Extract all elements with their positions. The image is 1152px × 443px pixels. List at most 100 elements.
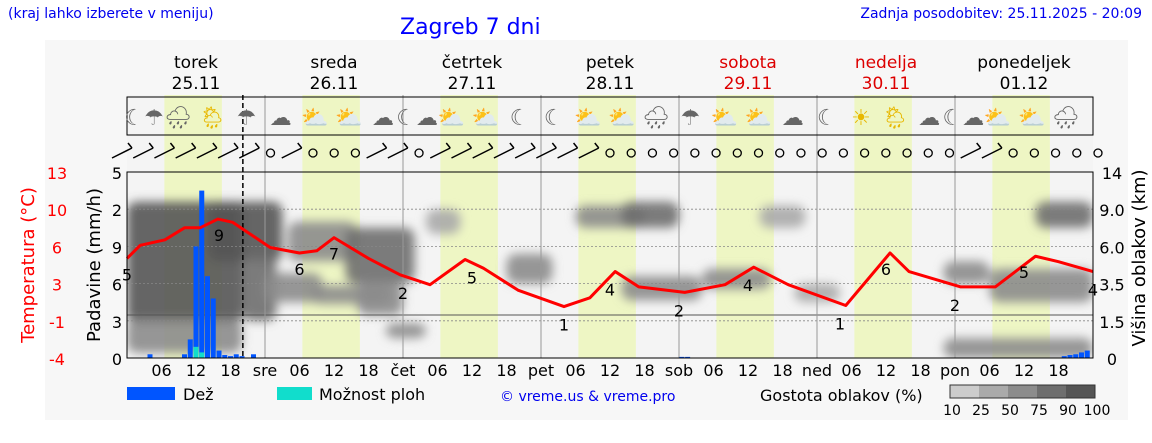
rain-bar xyxy=(199,190,205,358)
rain-bar xyxy=(228,356,233,358)
wind-barb-icon xyxy=(578,142,600,159)
location-hint: (kraj lahko izberete v meniju) xyxy=(8,6,214,22)
hour-tick: 18 xyxy=(772,361,792,380)
cloud-rain-icon: 🌧 xyxy=(1052,106,1080,131)
wind-barb-icon xyxy=(514,142,536,159)
hour-tick: 06 xyxy=(289,361,309,380)
rain-legend-swatch xyxy=(127,387,175,400)
moon-cloud-icon: ☾☁ xyxy=(396,106,438,131)
temperature-label: 5 xyxy=(467,269,477,288)
day-name: ponedeljek xyxy=(977,53,1071,73)
possible-legend-label: Možnost ploh xyxy=(319,385,425,404)
wind-calm-icon xyxy=(732,148,742,158)
cloud-density-legend-label: Gostota oblakov (%) xyxy=(760,386,923,405)
wind-barb-icon xyxy=(154,142,176,159)
credit-link[interactable]: © vreme.us & vreme.pro xyxy=(500,389,675,405)
hour-tick: 12 xyxy=(324,361,344,380)
moon-cloud-icon: ☾☁ xyxy=(943,106,985,131)
sun-cloud-icon: ⛅ xyxy=(335,106,362,131)
wind-calm-icon xyxy=(711,148,721,158)
hour-tick: 06 xyxy=(151,361,171,380)
temperature-label: 6 xyxy=(294,260,304,279)
wind-calm-icon xyxy=(838,148,849,158)
sun-cloud-rain-icon: 🌦 xyxy=(198,106,226,131)
wind-calm-icon xyxy=(923,148,933,158)
cloud-height-tick: 6.0 xyxy=(1099,238,1124,257)
precipitation-tick: 2 xyxy=(112,201,122,220)
wind-calm-icon xyxy=(308,148,318,158)
cloud-drizzle-icon: ☂ xyxy=(237,106,257,131)
hour-tick: 12 xyxy=(876,361,896,380)
daylight-band xyxy=(854,95,912,358)
day-date: 01.12 xyxy=(1000,74,1049,94)
wind-barb-icon xyxy=(366,142,388,159)
day-tick: pon xyxy=(940,361,970,380)
cloud-height-tick: 9.0 xyxy=(1099,201,1124,220)
cloud-area xyxy=(426,209,461,234)
rain-bar xyxy=(222,355,228,358)
wind-calm-icon xyxy=(626,148,636,158)
sun-cloud-icon: ⛅ xyxy=(745,106,772,131)
wind-barb-icon xyxy=(429,142,451,159)
hour-tick: 18 xyxy=(634,361,654,380)
wind-calm-icon xyxy=(902,148,912,158)
cloud-icon: ☁ xyxy=(918,106,940,131)
day-name: sobota xyxy=(719,53,777,73)
cloud-area xyxy=(759,205,806,228)
hour-tick: 12 xyxy=(1014,361,1034,380)
wind-calm-icon xyxy=(329,148,339,158)
temperature-tick: 6 xyxy=(52,238,62,257)
cloud-area xyxy=(345,227,415,284)
temperature-tick: 10 xyxy=(47,201,67,220)
wind-barb-icon xyxy=(472,142,494,159)
hour-tick: 18 xyxy=(220,361,240,380)
sun-cloud-icon: ⛅ xyxy=(301,106,328,131)
cloud-icon: ☁ xyxy=(782,106,804,131)
temperature-label: 7 xyxy=(329,245,339,264)
icon-row-frame xyxy=(126,96,1094,136)
temperature-axis-label: Temperatura (°C) xyxy=(18,187,39,344)
temperature-tick: 3 xyxy=(52,276,62,295)
cloud-density-swatch xyxy=(1066,385,1095,398)
precipitation-tick: 6 xyxy=(112,276,122,295)
cloud-height-tick: 14 xyxy=(1102,164,1122,183)
hour-tick: 06 xyxy=(979,361,999,380)
wind-barb-icon xyxy=(451,142,473,159)
day-name: torek xyxy=(174,53,218,73)
day-name: nedelja xyxy=(855,53,917,73)
hour-tick: 12 xyxy=(600,361,620,380)
cloud-density-tick: 90 xyxy=(1059,403,1077,419)
day-date: 30.11 xyxy=(862,74,911,94)
wind-calm-icon xyxy=(753,148,764,158)
cloud-density-swatch xyxy=(979,385,1008,398)
wind-barb-icon xyxy=(238,142,260,159)
rain-bar xyxy=(205,276,210,358)
cloud-density-swatch xyxy=(1008,385,1037,398)
hour-tick: 06 xyxy=(841,361,861,380)
wind-barb-icon xyxy=(175,142,197,159)
wind-calm-icon xyxy=(775,148,785,158)
temp-axis-panel xyxy=(45,40,80,420)
sun-cloud-rain-icon: 🌦 xyxy=(881,106,909,131)
cloud-area xyxy=(943,338,1093,358)
moon-icon: ☾ xyxy=(817,106,837,131)
day-name: petek xyxy=(586,53,634,73)
wind-calm-icon xyxy=(1008,148,1018,158)
day-tick: sob xyxy=(665,361,693,380)
day-date: 26.11 xyxy=(310,74,359,94)
rain-bar xyxy=(233,354,239,358)
moon-cloud-drizzle-icon: ☾☂ xyxy=(124,106,163,131)
cloud-area xyxy=(385,323,426,339)
hour-tick: 12 xyxy=(186,361,206,380)
cloud-density-swatch xyxy=(1037,385,1066,398)
rain-bar xyxy=(1079,352,1084,358)
precipitation-tick: 3 xyxy=(112,313,122,332)
wind-calm-icon xyxy=(265,148,276,158)
wind-barb-icon xyxy=(111,142,133,159)
clouds-icon: ☁ xyxy=(270,106,292,131)
temperature-label: 1 xyxy=(835,314,845,333)
cloud-density-tick: 10 xyxy=(943,403,961,419)
cloud-area xyxy=(127,318,242,354)
sun-cloud-icon: ⛅ xyxy=(472,106,499,131)
temperature-tick: -4 xyxy=(49,350,65,369)
